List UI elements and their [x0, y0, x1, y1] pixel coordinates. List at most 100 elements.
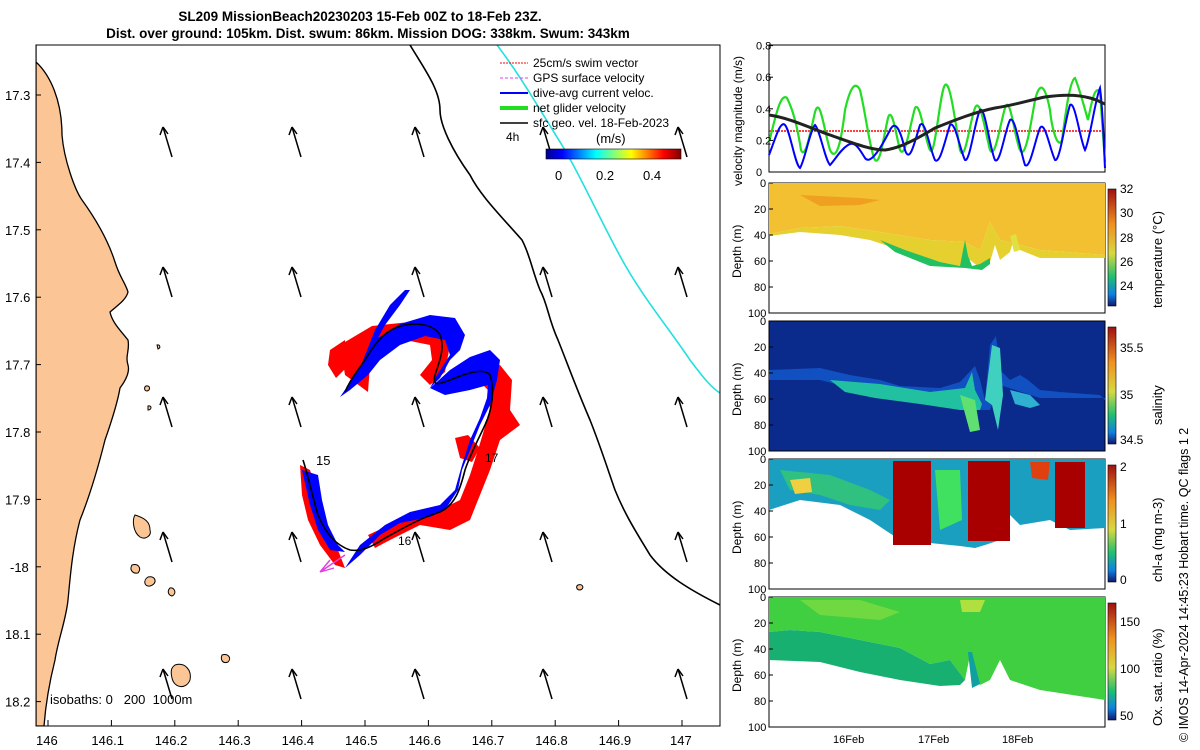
geo-arrow-head — [539, 266, 549, 276]
legend-interval-label: 4h — [506, 130, 519, 144]
lat-tick-label: -18 — [10, 560, 29, 575]
depth-tick-label: 80 — [754, 558, 766, 570]
geo-arrow-head — [411, 531, 421, 541]
oxygen-cb-label: Ox. sat. ratio (%) — [1150, 628, 1165, 726]
depth-tick-label: 100 — [748, 446, 766, 458]
isobaths-label: isobaths: 0 200 1000m — [50, 692, 192, 707]
chla-colorbar — [1107, 464, 1117, 583]
geo-arrow-shaft — [162, 668, 173, 700]
geo-arrow-shaft — [162, 126, 173, 158]
lon-tick-label: 146.5 — [345, 733, 378, 748]
depth-ylabel: Depth (m) — [730, 363, 744, 416]
geo-arrow-head — [411, 266, 421, 276]
salinity-panel: 0 20 40 60 80 100 Depth (m) 35.5 35 34.5 — [730, 316, 1144, 458]
geo-arrow-shaft — [414, 126, 425, 158]
velocity-panel: 0 0.2 0.4 0.6 0.8 velocity magnitude (m/s) — [731, 41, 1107, 186]
geo-arrow-shaft — [677, 266, 688, 298]
colorbar-tick-label: 0 — [1120, 573, 1127, 587]
geo-arrow-shaft — [677, 396, 688, 428]
geo-arrow-head — [539, 396, 549, 406]
credit-line: © IMOS 14-Apr-2024 14:45:23 Hobart time.… — [1177, 427, 1191, 742]
dive-avg-current-band — [302, 290, 500, 568]
legend-net-label: net glider velocity — [533, 101, 626, 115]
temperature-cb-label: temperature (°C) — [1150, 211, 1165, 308]
geo-arrow-shaft — [677, 531, 688, 563]
dive-avg-velocity-line — [768, 84, 1106, 170]
map-colorbar — [545, 148, 682, 160]
colorbar-tick-label: 30 — [1120, 206, 1134, 220]
geo-arrow-head — [288, 126, 298, 136]
map-frame — [35, 44, 721, 727]
lon-tick-label: 146.9 — [599, 733, 632, 748]
colorbar-tick-label: 34.5 — [1120, 433, 1144, 447]
geo-arrow-shaft — [291, 266, 302, 298]
isobath-200m — [409, 45, 720, 606]
geo-arrow-head — [674, 126, 684, 136]
depth-tick-label: 60 — [754, 670, 766, 682]
geo-arrow-shaft — [162, 531, 173, 563]
geo-arrow-head — [539, 126, 549, 136]
geo-arrow-shaft — [291, 668, 302, 700]
velocity-ylabel: velocity magnitude (m/s) — [731, 56, 745, 186]
lat-tick-label: 17.8 — [5, 425, 30, 440]
velocity-yticks: 0 0.2 0.4 0.6 0.8 — [756, 41, 773, 179]
depth-ylabel: Depth (m) — [730, 501, 744, 554]
oxygen-panel: 0 20 40 60 80 100 Depth (m) 150 100 50 — [730, 592, 1140, 734]
geo-arrow-shaft — [542, 396, 553, 428]
legend-swim-label: 25cm/s swim vector — [533, 56, 638, 70]
depth-tick-label: 60 — [754, 394, 766, 406]
lat-tick-label: 17.7 — [5, 358, 30, 373]
geo-arrow-shaft — [162, 396, 173, 428]
geo-arrow-shaft — [414, 266, 425, 298]
geo-arrow-head — [674, 668, 684, 678]
glider-track-cyan — [496, 45, 720, 394]
geo-arrow-shaft — [414, 668, 425, 700]
geo-arrow-head — [674, 266, 684, 276]
map-axes: 15 16 17 isobaths: 0 200 1000m — [36, 45, 720, 726]
geo-arrow-head — [411, 126, 421, 136]
lon-tick-label: 146.8 — [535, 733, 568, 748]
colorbar-tick-1: 0.2 — [596, 168, 614, 183]
land-mass — [36, 45, 130, 726]
lon-tick-label: 147 — [670, 733, 692, 748]
colorbar-tick-label: 28 — [1120, 231, 1134, 245]
oxygen-colorbar — [1107, 602, 1117, 721]
depth-tick-label: 0 — [760, 454, 766, 466]
temperature-panel: 0 20 40 60 80 100 Depth (m) 32 30 28 26 24 — [730, 178, 1134, 320]
geo-arrow-shaft — [677, 126, 688, 158]
depth-tick-label: 100 — [748, 584, 766, 596]
lon-tick-label: 146.2 — [155, 733, 188, 748]
depth-tick-label: 0 — [760, 178, 766, 190]
colorbar-tick-2: 0.4 — [643, 168, 661, 183]
lon-tick-label: 146.3 — [218, 733, 251, 748]
lon-tick-label: 146.6 — [408, 733, 441, 748]
geo-arrow-shaft — [162, 266, 173, 298]
geo-arrow-head — [411, 668, 421, 678]
xtick-17feb: 17Feb — [918, 734, 949, 746]
colorbar-tick-0: 0 — [555, 168, 562, 183]
colorbar-tick-label: 35.5 — [1120, 341, 1144, 355]
lon-tick-label: 146 — [36, 733, 58, 748]
depth-tick-label: 20 — [754, 204, 766, 216]
salinity-colorbar — [1107, 326, 1117, 445]
salinity-cb-label: salinity — [1150, 385, 1165, 425]
legend-gps-label: GPS surface velocity — [533, 71, 644, 85]
geo-arrow-head — [288, 668, 298, 678]
velocity-tick-label: 0.2 — [756, 135, 771, 147]
colorbar-tick-label: 50 — [1120, 709, 1134, 723]
map-title-line2: Dist. over ground: 105km. Dist. swum: 86… — [106, 26, 630, 41]
lon-tick-labels: 146 146.1 146.2 146.3 146.4 146.5 146.6 146.7 14… — [36, 720, 692, 748]
lon-tick-label: 146.4 — [282, 733, 315, 748]
geo-arrow-head — [539, 668, 549, 678]
velocity-tick-label: 0.4 — [756, 104, 771, 116]
geo-arrow-head — [288, 266, 298, 276]
lat-tick-label: 17.4 — [5, 155, 30, 170]
depth-tick-label: 80 — [754, 420, 766, 432]
lat-tick-label: 17.5 — [5, 223, 30, 238]
geo-arrow-head — [159, 396, 169, 406]
depth-tick-label: 20 — [754, 618, 766, 630]
geo-arrow-head — [159, 668, 169, 678]
map-background — [36, 45, 720, 726]
depth-tick-label: 40 — [754, 644, 766, 656]
colorbar-tick-label: 24 — [1120, 279, 1134, 293]
